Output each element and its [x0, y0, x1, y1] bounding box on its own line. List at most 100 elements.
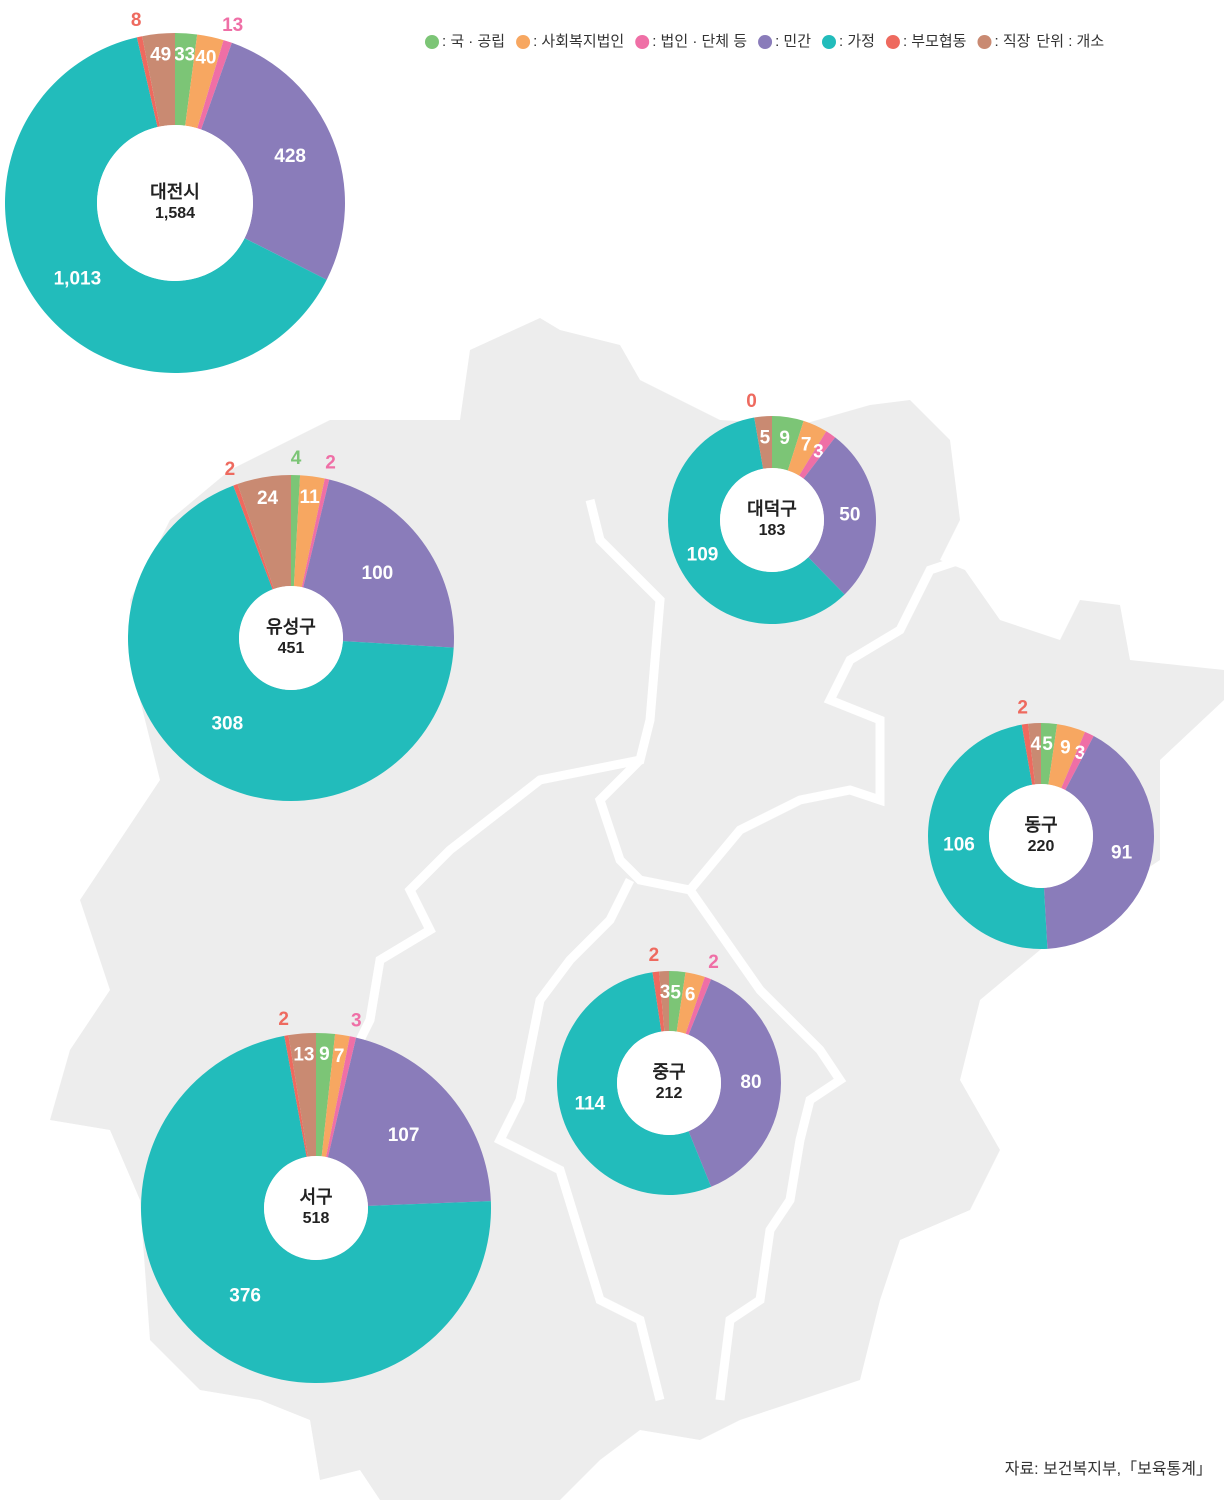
pie-slice: [1028, 723, 1041, 785]
legend-label: : 국 · 공립: [442, 33, 505, 50]
pie-slice: [326, 1036, 357, 1158]
slice-label: 4: [291, 448, 302, 469]
pie-slice: [927, 724, 1048, 950]
pie-slice: [668, 417, 845, 625]
pie-slice: [321, 1034, 350, 1157]
legend-label: : 법인 · 단체 등: [652, 33, 747, 50]
slice-label: 5: [760, 427, 771, 448]
pie-slice: [303, 479, 454, 648]
slice-label: 308: [211, 714, 243, 735]
pie-slice: [669, 971, 686, 1032]
slice-label: 3: [813, 441, 824, 462]
slice-label: 3: [1075, 743, 1086, 764]
pie-slice: [688, 979, 782, 1187]
unit-label: 단위 : 개소: [1036, 33, 1104, 50]
pie-slice: [136, 36, 160, 127]
slice-label: 2: [225, 459, 236, 480]
legend-swatch: [885, 35, 900, 49]
source: 자료: 보건복지부,「보육통계」: [1005, 1460, 1212, 1478]
slice-label: 49: [150, 45, 171, 66]
slice-label: 2: [278, 1009, 289, 1030]
pie-slice: [803, 437, 876, 595]
pie-slice: [284, 1035, 308, 1157]
slice-label: 8: [131, 10, 142, 31]
slice-label: 5: [670, 982, 681, 1003]
center-total: 518: [303, 1210, 330, 1227]
center-total: 451: [278, 640, 305, 657]
slice-label: 109: [687, 544, 719, 565]
center-title: 서구: [299, 1187, 332, 1207]
pie-slice: [197, 40, 232, 130]
pie-slice: [175, 33, 198, 126]
pie-slice: [556, 972, 712, 1195]
pie-slice: [237, 475, 291, 589]
center-title: 대전시: [150, 182, 200, 202]
legend-swatch: [635, 35, 650, 49]
legend-swatch: [516, 35, 531, 49]
pie-slice: [659, 971, 669, 1032]
pie-slice: [233, 484, 274, 590]
center-total: 1,584: [155, 205, 195, 222]
slice-label: 4: [1031, 734, 1042, 755]
slice-label: 428: [274, 146, 306, 167]
pie-slice: [316, 1033, 336, 1157]
pie-slice: [201, 42, 345, 280]
center-title: 대덕구: [747, 499, 797, 519]
slice-label: 3: [351, 1010, 362, 1031]
pie-slice: [127, 485, 454, 802]
pie-slice: [1041, 723, 1058, 785]
slice-label: 0: [746, 391, 757, 412]
slice-label: 376: [229, 1286, 261, 1307]
slice-label: 5: [1042, 734, 1053, 755]
slice-label: 106: [943, 834, 975, 855]
slice-label: 24: [257, 488, 279, 509]
donut-hole: [264, 1156, 368, 1260]
donut-hole: [720, 468, 824, 572]
donut-hole: [617, 1031, 721, 1135]
pie-slice: [141, 1035, 492, 1383]
pie-slice: [5, 37, 327, 374]
pie-slice: [685, 976, 712, 1035]
pie-slice: [652, 971, 665, 1032]
slice-label: 13: [293, 1044, 314, 1065]
pie-slice: [293, 475, 325, 588]
pie-slice: [676, 972, 705, 1034]
slice-label: 9: [319, 1044, 330, 1065]
slice-label: 7: [334, 1046, 345, 1067]
slice-label: 2: [325, 452, 336, 473]
donut-hole: [239, 586, 343, 690]
pie-slice: [327, 1037, 491, 1206]
donut-hole: [989, 784, 1093, 888]
pie-slice: [1061, 731, 1094, 791]
pie-slice: [142, 33, 175, 127]
slice-label: 2: [708, 952, 719, 973]
slice-label: 13: [222, 15, 243, 36]
pie-slice: [1021, 723, 1036, 785]
donut-hole: [97, 125, 253, 281]
slice-label: 6: [685, 985, 696, 1006]
slice-label: 3: [660, 982, 671, 1003]
slice-label: 1,013: [54, 268, 102, 289]
slice-label: 91: [1111, 843, 1133, 864]
slice-label: 107: [388, 1125, 420, 1146]
slice-label: 2: [649, 945, 660, 966]
legend-label: : 민간: [775, 33, 811, 50]
legend-swatch: [425, 35, 439, 49]
center-total: 220: [1028, 838, 1055, 855]
pie-slice: [185, 34, 224, 129]
center-title: 동구: [1024, 815, 1057, 835]
legend-swatch: [822, 35, 836, 49]
pie-slice: [301, 478, 330, 588]
slice-label: 7: [801, 434, 812, 455]
pie-slice: [787, 420, 827, 476]
slice-label: 114: [575, 1094, 606, 1115]
center-total: 212: [656, 1085, 683, 1102]
legend-label: : 직장: [994, 33, 1030, 50]
slice-label: 11: [300, 487, 321, 508]
slice-label: 9: [1060, 737, 1071, 758]
pie-slice: [754, 416, 772, 469]
center-title: 중구: [652, 1062, 685, 1082]
slice-label: 40: [195, 47, 216, 68]
legend-swatch: [758, 35, 773, 49]
